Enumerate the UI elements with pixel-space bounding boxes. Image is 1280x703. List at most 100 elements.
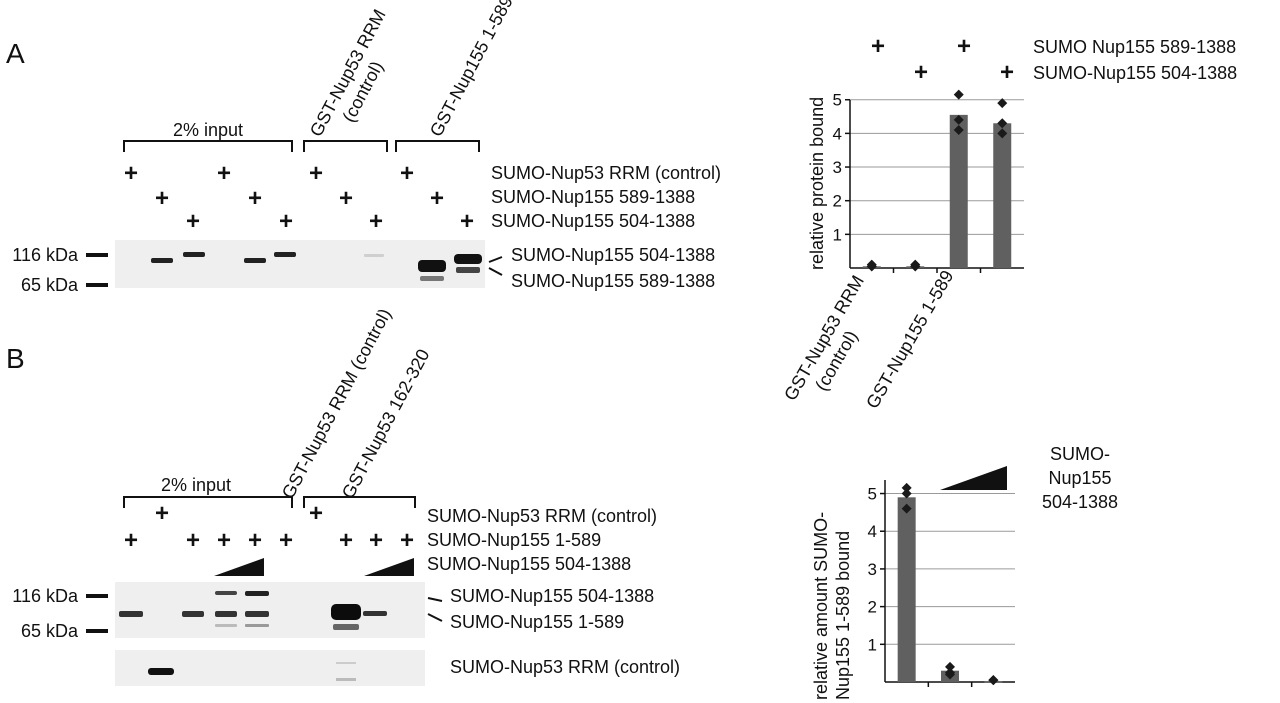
blot2-label-b: SUMO-Nup53 RRM (control) <box>450 657 680 677</box>
band <box>420 276 444 281</box>
bands-a <box>151 252 482 281</box>
plus-mark: + <box>339 185 353 212</box>
band <box>336 662 356 664</box>
plus-mark: + <box>339 527 353 554</box>
marker-65-b: 65 kDa <box>21 621 79 641</box>
plus-mark: + <box>155 500 169 527</box>
plus-row-a2: + + + + <box>155 185 444 212</box>
row-label-a2: SUMO-Nup155 589-1388 <box>491 187 695 207</box>
plus-mark: + <box>460 208 474 235</box>
plus-mark: + <box>400 160 414 187</box>
marker-65-a: 65 kDa <box>21 275 79 295</box>
data-point <box>910 261 921 272</box>
marker-tick-116-b <box>86 594 108 598</box>
plus-mark: + <box>279 527 293 554</box>
plus-mark: + <box>217 527 231 554</box>
marker-tick-116-a <box>86 253 108 257</box>
data-point <box>901 503 912 514</box>
data-point <box>953 89 964 100</box>
y-tick-label: 2 <box>833 192 842 211</box>
band <box>215 611 237 617</box>
chart-a-plus-row2: + <box>914 59 928 86</box>
band <box>364 254 384 257</box>
data-point <box>945 669 955 680</box>
plus-mark: + <box>186 527 200 554</box>
data-point <box>953 125 964 136</box>
chart-a-bars <box>862 114 1012 269</box>
bait1-label-b: GST-Nup53 RRM (control) <box>278 305 395 502</box>
band <box>148 668 174 675</box>
marker-tick-65-b <box>86 629 108 633</box>
plus-mark: + <box>369 527 383 554</box>
band <box>331 604 361 620</box>
data-point <box>988 675 999 686</box>
chart-b-ticks: 1 2 3 4 5 <box>868 485 973 687</box>
chart-a-ylabel: relative protein bound <box>807 97 827 270</box>
band-label-b-lo: SUMO-Nup155 1-589 <box>450 612 624 632</box>
band <box>245 611 269 617</box>
data-point <box>945 661 955 672</box>
band <box>274 252 296 257</box>
band <box>215 624 237 627</box>
bait1-bracket-a <box>303 140 388 152</box>
chart-a-plus-row2: + <box>1000 59 1014 86</box>
input-bracket-a <box>123 140 293 152</box>
row-label-b2: SUMO-Nup155 1-589 <box>427 530 601 550</box>
row-label-b1: SUMO-Nup53 RRM (control) <box>427 506 657 526</box>
band <box>336 678 356 681</box>
band <box>363 611 387 616</box>
chart-b: 1 2 3 4 5 relative amount SUMO- Nup155 1-589… <box>811 444 1118 700</box>
y-tick-label: 1 <box>833 225 842 244</box>
plus-mark: + <box>217 160 231 187</box>
band <box>183 252 205 257</box>
y-tick-label: 5 <box>868 485 877 504</box>
band <box>182 611 204 617</box>
y-tick-label: 1 <box>868 635 877 654</box>
bar <box>993 123 1012 269</box>
plus-mark: + <box>309 160 323 187</box>
chart-b-titration-wedge <box>940 466 1007 490</box>
data-point <box>901 482 912 493</box>
chart-b-bars <box>897 497 1003 683</box>
band <box>456 267 480 273</box>
y-tick-label: 4 <box>833 124 842 143</box>
plus-mark: + <box>309 500 323 527</box>
y-tick-label: 2 <box>868 598 877 617</box>
plus-mark: + <box>248 185 262 212</box>
input-label-b: 2% input <box>161 475 231 495</box>
plus-mark: + <box>279 208 293 235</box>
input-bracket-b <box>123 496 293 508</box>
bait-bracket-b <box>303 496 416 508</box>
band <box>418 260 446 272</box>
band-pointer-a-hi <box>488 256 503 263</box>
chart-b-legend-2: Nup155 <box>1048 468 1111 488</box>
plus-mark: + <box>430 185 444 212</box>
row-label-b3: SUMO-Nup155 504-1388 <box>427 554 631 574</box>
band-pointer-b-hi <box>427 597 443 602</box>
band <box>119 611 143 617</box>
data-point <box>997 118 1008 129</box>
bar <box>897 497 916 682</box>
data-point <box>901 488 912 499</box>
plus-mark: + <box>155 185 169 212</box>
plus-mark: + <box>248 527 262 554</box>
band <box>215 591 237 595</box>
plus-row-a1: + + + + <box>124 160 414 187</box>
bait2-label-a: GST-Nup155 1-589 <box>426 0 517 140</box>
data-point <box>866 261 877 272</box>
marker-116-b: 116 kDa <box>12 586 79 606</box>
band <box>151 258 173 263</box>
chart-a-plus-row1: + <box>957 33 971 60</box>
plus-row-b1: + + <box>155 500 323 527</box>
chart-a: 1 2 3 4 5 relative protein bound + + + + SUM… <box>780 33 1237 412</box>
plus-row-b2: + + + + + + + + <box>124 527 414 554</box>
chart-b-legend-1: SUMO- <box>1050 444 1110 464</box>
titration-wedge-input <box>214 558 264 576</box>
chart-a-ticks: 1 2 3 4 5 <box>833 91 982 273</box>
input-label-a: 2% input <box>173 120 243 140</box>
y-tick-label: 3 <box>868 560 877 579</box>
data-point <box>997 128 1008 139</box>
chart-b-legend-3: 504-1388 <box>1042 492 1118 512</box>
data-point <box>997 98 1008 109</box>
